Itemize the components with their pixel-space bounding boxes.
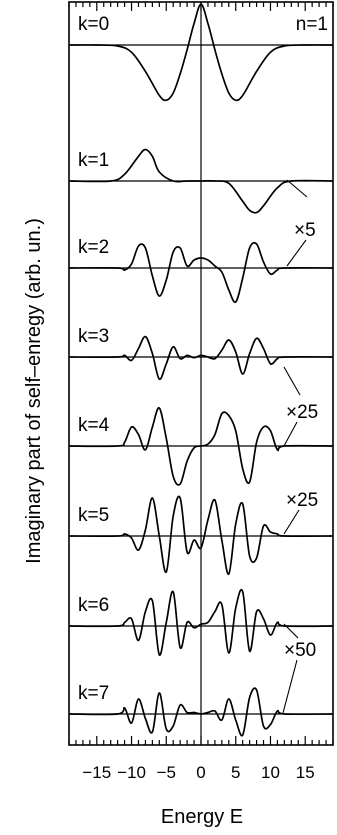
series-line-k=7 [68,687,334,737]
series-line-k=4 [68,407,334,486]
scale-factor-label: ×25 [286,490,318,511]
series-line-k=1 [68,148,334,214]
series-line-k=2 [68,241,334,304]
scale-leader-line [283,509,300,535]
x-tick-label: 10 [261,763,280,782]
scale-leader-line [283,366,301,396]
scale-factor-label: ×5 [294,220,316,241]
scale-factor-label: ×25 [286,402,318,423]
series-label-k=0: k=0 [78,14,109,35]
series-label-k=4: k=4 [78,415,110,436]
x-axis-title: Energy E [161,806,243,828]
label-layer: k=0 k=1 k=2 k=3 k=4 k=5 k=6 k=7 n=1 ×5 ×25 ×25 ×50 −1… [23,14,328,828]
scale-leader-line [283,623,299,639]
series-label-k=5: k=5 [78,505,109,526]
series-label-k=1: k=1 [78,150,109,171]
scale-leader-line [286,179,308,198]
x-tick-label: 5 [231,763,240,782]
y-axis-title: Imaginary part of self–enregy (arb. un.) [23,218,45,564]
x-tick-label: −10 [117,763,146,782]
series-label-k=2: k=2 [78,237,109,258]
series-line-k=5 [68,495,334,575]
x-tick-label: −15 [82,763,111,782]
x-tick-label: 15 [296,763,315,782]
x-tick-label: 0 [196,763,205,782]
series-line-k=3 [68,335,334,381]
series-label-k=7: k=7 [78,683,109,704]
scale-leader-line [282,659,298,714]
scale-leader-line [286,239,307,267]
x-tick-label: −5 [157,763,176,782]
series-line-k=6 [68,589,334,656]
scale-leader-line [283,421,298,447]
series-line-k=0 [68,3,334,102]
annotation-n: n=1 [296,14,328,35]
scale-factor-label: ×50 [284,640,316,661]
series-layer [68,3,334,737]
series-label-k=3: k=3 [78,326,109,347]
series-label-k=6: k=6 [78,595,109,616]
